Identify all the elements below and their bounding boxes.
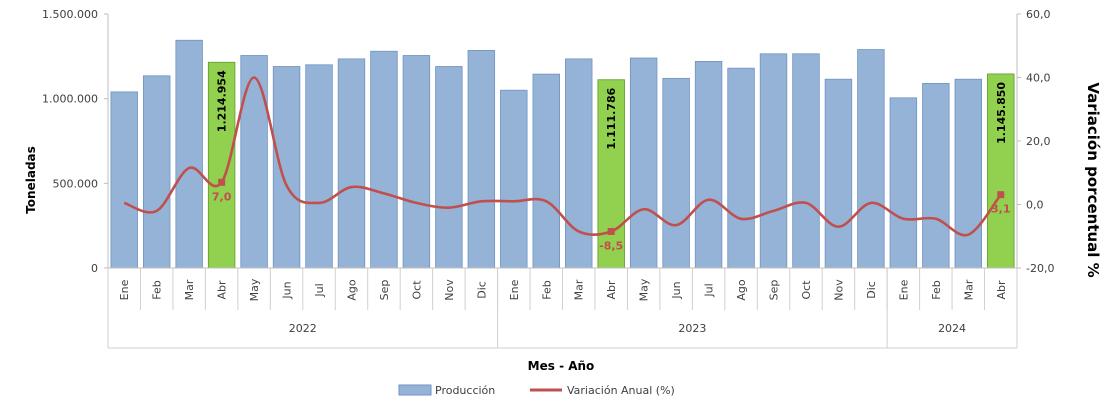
y-tick-label: 1.500.000 xyxy=(42,8,98,21)
x-tick-label: Jun xyxy=(281,281,294,299)
x-tick-label: Ene xyxy=(118,279,131,300)
bar-11 xyxy=(467,50,496,269)
y2-tick-label: 20,0 xyxy=(1026,135,1051,148)
y2-tick-label: -20,0 xyxy=(1026,262,1054,275)
bar-3 xyxy=(207,61,236,269)
bar-13 xyxy=(532,73,560,269)
bar-21 xyxy=(792,53,820,269)
bar-17 xyxy=(662,77,690,269)
bar-4 xyxy=(240,55,268,269)
x-tick-label: Feb xyxy=(540,280,553,299)
x-tick-label: Abr xyxy=(995,280,1008,300)
variation-line xyxy=(123,76,1002,237)
bar-23 xyxy=(857,49,885,269)
x-tick-label: Dic xyxy=(865,281,878,299)
y-tick-label: 1.000.000 xyxy=(42,93,98,106)
variation-marker-3 xyxy=(218,178,226,186)
x-tick-label: Abr xyxy=(216,280,229,300)
x-tick-label: Feb xyxy=(151,280,164,299)
bar-2 xyxy=(175,39,203,269)
y2-tick-label: 40,0 xyxy=(1026,72,1051,85)
x-tick-label: Jun xyxy=(670,281,683,299)
bar-7 xyxy=(337,58,366,269)
x-tick-label: Sep xyxy=(378,280,391,301)
bar-label-3: 1.214.954 xyxy=(216,70,229,132)
bar-26 xyxy=(954,78,983,269)
x-tick-label: Nov xyxy=(832,279,845,301)
bar-label-15: 1.111.786 xyxy=(605,87,618,149)
x-tick-label: Mar xyxy=(183,279,196,300)
variation-label-3: 7,0 xyxy=(212,190,232,203)
bar-label-27: 1.145.850 xyxy=(995,82,1008,144)
legend: Producción Variación Anual (%) xyxy=(398,384,675,397)
x-tick-label: Mar xyxy=(962,279,975,300)
y-tick-label: 0 xyxy=(91,262,98,275)
y2-axis-title: Variación porcentual % xyxy=(1084,82,1102,277)
bar-1 xyxy=(142,75,171,269)
variation-label-15: -8,5 xyxy=(599,239,623,252)
data-labels: 7,0 -8,5 3,1 1.214.954 1.111.786 1.145.850 xyxy=(212,70,1011,253)
bar-27 xyxy=(987,73,1015,269)
x-tick-label: Mar xyxy=(573,279,586,300)
year-label: 2022 xyxy=(289,322,317,335)
bar-24 xyxy=(889,97,918,269)
x-tick-label: Dic xyxy=(475,281,488,299)
y2-tick-label: 0,0 xyxy=(1026,199,1044,212)
x-tick-label: Jul xyxy=(313,283,326,297)
bar-12 xyxy=(500,89,528,269)
bar-0 xyxy=(110,91,138,269)
x-tick-label: May xyxy=(248,278,261,301)
x-tick-label: Oct xyxy=(410,280,423,300)
y2-tick-label: 60,0 xyxy=(1026,8,1051,21)
bar-15 xyxy=(597,79,625,269)
x-tick-label: May xyxy=(638,278,651,301)
line-series xyxy=(123,76,1005,237)
x-axis-title: Mes - Año xyxy=(528,359,595,373)
x-tick-label: Nov xyxy=(443,279,456,301)
x-tick-label: Ene xyxy=(508,279,521,300)
year-label: 2024 xyxy=(938,322,966,335)
bar-9 xyxy=(402,55,431,269)
x-tick-label: Abr xyxy=(605,280,618,300)
bar-10 xyxy=(435,66,463,269)
x-tick-label: Jul xyxy=(703,283,716,297)
bar-25 xyxy=(922,83,950,269)
bar-14 xyxy=(565,58,593,269)
x-tick-label: Ago xyxy=(345,279,358,301)
x-tick-label: Oct xyxy=(800,280,813,300)
variation-marker-15 xyxy=(607,227,615,235)
y-axis-title: Toneladas xyxy=(24,146,38,214)
y-tick-label: 500.000 xyxy=(53,177,99,190)
legend-swatch-production xyxy=(398,384,432,396)
bar-22 xyxy=(824,78,853,269)
bar-16 xyxy=(629,57,658,269)
bar-19 xyxy=(727,67,755,269)
bar-20 xyxy=(759,53,788,269)
axes: 0 500.000 1.000.000 1.500.000 -20,0 0,0 20,0 40… xyxy=(42,8,1054,349)
legend-label-variation: Variación Anual (%) xyxy=(567,384,675,397)
bar-6 xyxy=(305,64,333,269)
x-tick-label: Sep xyxy=(768,280,781,301)
x-tick-label: Ene xyxy=(897,279,910,300)
x-tick-label: Ago xyxy=(735,279,748,301)
variation-marker-27 xyxy=(997,191,1005,199)
legend-label-production: Producción xyxy=(435,384,495,397)
bar-5 xyxy=(272,66,301,269)
variation-label-27: 3,1 xyxy=(991,203,1011,216)
bar-8 xyxy=(370,50,398,269)
bar-series xyxy=(110,39,1015,269)
bar-18 xyxy=(694,61,723,269)
x-tick-label: Feb xyxy=(930,280,943,299)
year-label: 2023 xyxy=(678,322,706,335)
